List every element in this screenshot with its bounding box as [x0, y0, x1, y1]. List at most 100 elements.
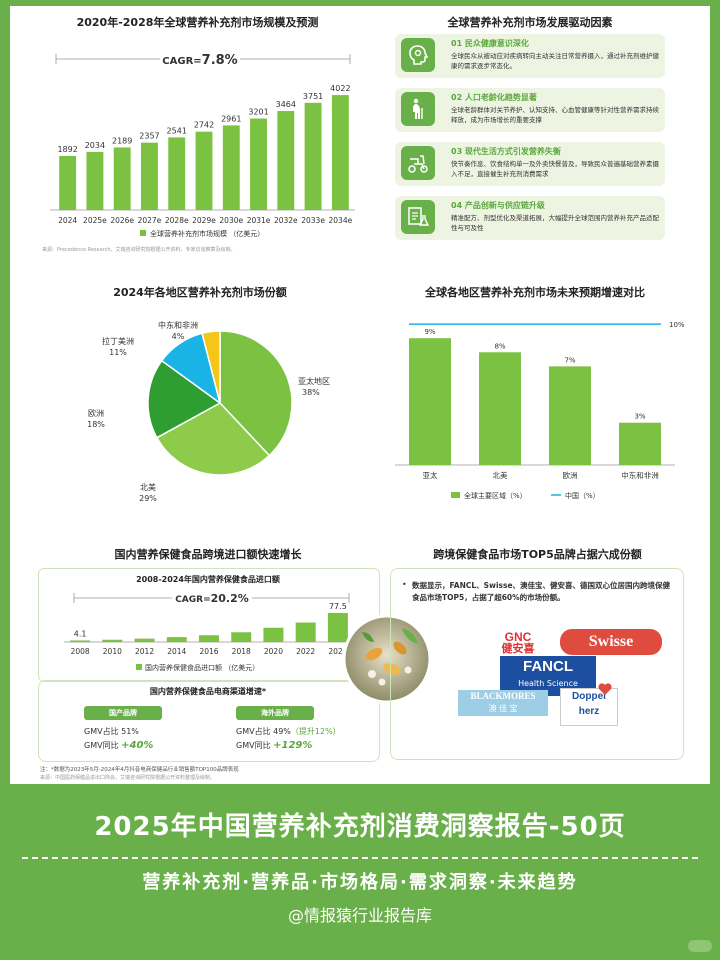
bar [86, 151, 104, 210]
cagr-label-bg [160, 50, 240, 68]
bar [113, 147, 131, 210]
watermark-logo [688, 940, 712, 952]
bar [102, 639, 123, 642]
slice-value-label: 38% [302, 388, 320, 397]
swisse-wordmark: Swisse [588, 633, 634, 650]
bar [250, 118, 267, 210]
driver-card-1: 01 民众健康意识深化 全球民众从被动应对疾病转向主动关注日常营养摄入，通过补充… [395, 34, 665, 78]
x-tick-label: 2029e [192, 216, 216, 225]
x-tick-label: 2034e [329, 216, 353, 225]
foreign-gmv-share: GMV占比 49%（提升12%） [236, 726, 341, 737]
domestic-gmv-share: GMV占比 51% [84, 727, 139, 736]
panel-growth-comparison: 全球各地区营养补充剂市场未来预期增速对比 全球主要区域（%） 中国（%） 9% 亚… [385, 278, 685, 508]
footnote-1: 注：*数据为2023年5月-2024年4月抖音电商保健品行业销售额TOP100品… [40, 767, 239, 773]
cagr-value: 20.2% [211, 592, 249, 605]
x-tick-label: 2028e [165, 216, 189, 225]
panel-title: 国内营养保健食品跨境进口额快速增长 [114, 548, 302, 561]
growth-label: GMV同比 [84, 741, 119, 750]
fancl-sub: Health Science [518, 679, 578, 688]
bar [549, 366, 591, 465]
driver-icon-box [401, 146, 435, 180]
fancl-wordmark: FANCL [523, 658, 573, 675]
x-tick-label: 2024 [328, 647, 347, 656]
channel-title: 国内营养保健食品电商渠道增速* [149, 687, 267, 696]
bar [166, 637, 187, 642]
growth-value: +129% [273, 740, 313, 751]
bar [168, 137, 186, 210]
blackmores-wordmark: BLACKMORES [470, 691, 536, 701]
brands-text: 数据显示，FANCL、Swisse、澳佳宝、健安喜、德国双心位居国内跨境保健食品… [412, 581, 671, 602]
doppelherz-line2: herz [578, 706, 600, 717]
x-tick-label: 2030e [219, 216, 243, 225]
x-tick-label: 2022 [296, 647, 315, 656]
bar-value-label: 4.1 [74, 629, 87, 638]
brands-box [390, 568, 684, 760]
gnc-wordmark: GNC [504, 630, 532, 644]
supplement-pills-image [342, 614, 432, 704]
regional-share-pie-chart: 亚太地区 38% 北美 29% 欧洲 18% 拉丁美洲 11% 中东和非洲 4% [87, 320, 330, 503]
panel-title: 2020年-2028年全球营养补充剂市场规模及预测 [76, 16, 319, 29]
panel-title: 全球营养补充剂市场发展驱动因素 [447, 16, 613, 29]
swisse-logo: Swisse [560, 629, 662, 655]
bar-value-label: 9% [424, 328, 435, 336]
bar [134, 638, 155, 642]
x-tick-label: 2031e [247, 216, 271, 225]
slice-value-label: 29% [139, 494, 157, 503]
panel-top5-brands: 跨境保健食品市场TOP5品牌占据六成份额 • 数据显示，FANCL、Swisse… [390, 540, 685, 760]
slice-value-label: 11% [109, 348, 127, 357]
channel-box [38, 680, 380, 762]
bar [70, 640, 91, 642]
legend-swatch [136, 664, 142, 670]
bar [331, 95, 349, 210]
cagr-label: CAGR=7.8% [162, 53, 237, 68]
x-tick-label: 北美 [493, 470, 508, 480]
bar-value-label: 2189 [112, 136, 132, 145]
bar [195, 131, 213, 210]
bar-value-label: 2034 [85, 141, 105, 150]
import-chart-title: 2008-2024年国内营养保健食品进口额 [136, 575, 280, 584]
driver-title: 03 现代生活方式引发营养失衡 [451, 147, 561, 156]
legend-bar-swatch [451, 492, 460, 498]
share-label: GMV占比 49% [236, 727, 291, 736]
panel-regional-share: 2024年各地区营养补充剂市场份额 亚太地区 38% 北美 29% 欧洲 18% 拉丁美洲 1… [30, 278, 370, 508]
head-gear-icon [409, 45, 429, 65]
line-value-label: 10% [669, 321, 685, 329]
legend-label: 国内营养保健食品进口额 （亿美元） [145, 663, 259, 672]
legend-swatch [140, 230, 146, 236]
cagr-value: 7.8% [202, 53, 238, 68]
gnc-cn: 健安喜 [501, 642, 535, 655]
report-subtitle: 营养补充剂·营养品·市场格局·需求洞察·未来趋势 [142, 872, 578, 893]
x-tick-label: 2010 [103, 647, 122, 656]
domestic-brand-badge: 国产品牌 [84, 706, 162, 720]
bar [222, 125, 240, 210]
bar-value-label: 2742 [194, 121, 214, 130]
bar-value-label: 1892 [57, 145, 77, 154]
cagr-prefix: CAGR= [175, 595, 210, 605]
bar-value-label: 3201 [248, 108, 268, 117]
cagr-label-bg [172, 590, 252, 606]
x-tick-label: 2008 [71, 647, 90, 656]
bar-value-label: 2357 [139, 132, 159, 141]
bar [199, 635, 219, 642]
foreign-brand-badge: 海外品牌 [236, 706, 314, 720]
driver-icon-box [401, 92, 435, 126]
panel-title: 跨境保健食品市场TOP5品牌占据六成份额 [433, 548, 642, 561]
panel-title: 全球各地区营养补充剂市场未来预期增速对比 [425, 286, 645, 299]
doppelherz-logo: Doppel herz [560, 688, 618, 726]
bar-value-label: 3464 [276, 100, 296, 109]
bar-value-label: 3% [634, 413, 645, 421]
pie-slice [155, 402, 271, 476]
driver-desc: 全球民众从被动应对疾病转向主动关注日常营养摄入，通过补充剂维护健康的需求逐步常态… [451, 52, 659, 70]
x-tick-label: 2014 [167, 647, 186, 656]
panel-import-growth: 国内营养保健食品跨境进口额快速增长 2008-2024年国内营养保健食品进口额 … [38, 540, 380, 780]
x-tick-label: 欧洲 [563, 470, 578, 480]
cagr-label: CAGR=20.2% [175, 592, 249, 605]
source-note: 来源：Precedence Research，艾瑞咨询研究院根据公开资料，专家访… [42, 247, 236, 253]
growth-label: GMV同比 [236, 741, 271, 750]
legend-line-label: 中国（%） [565, 491, 600, 500]
driver-title: 01 民众健康意识深化 [451, 39, 529, 48]
slice-name-label: 拉丁美洲 [102, 336, 134, 346]
bar-value-label: 4022 [330, 84, 350, 93]
account-handle: @情报猿行业报告库 [287, 906, 432, 925]
driver-icon-box [401, 200, 435, 234]
